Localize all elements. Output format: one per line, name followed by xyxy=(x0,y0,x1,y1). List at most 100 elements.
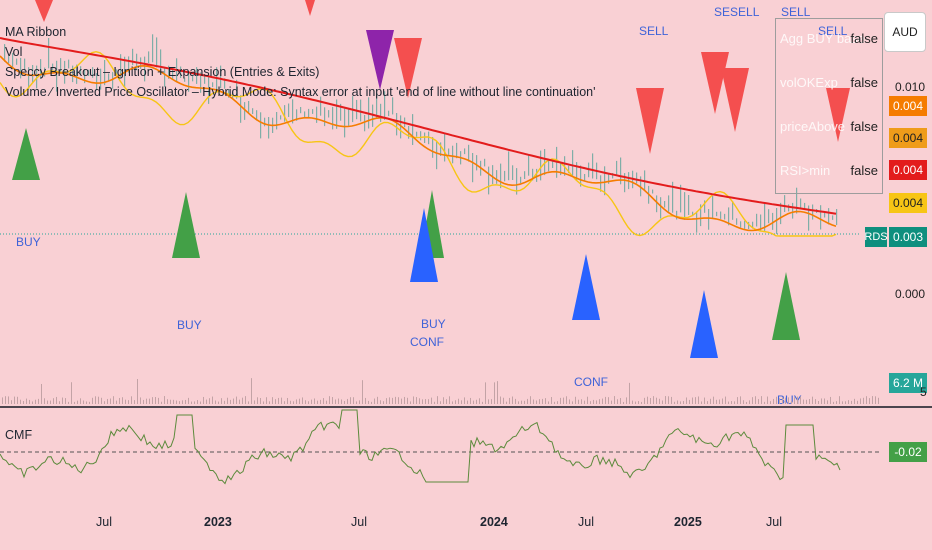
currency-button[interactable]: AUD xyxy=(884,12,926,52)
volume-bar xyxy=(389,397,390,404)
volume-bar xyxy=(377,396,378,404)
volume-bar xyxy=(659,398,660,404)
candle xyxy=(508,151,510,181)
volume-bar xyxy=(791,401,792,404)
candle xyxy=(240,95,242,123)
candle xyxy=(108,73,110,82)
volume-bar xyxy=(548,401,549,404)
volume-bar xyxy=(752,397,753,404)
time-axis-label: Jul xyxy=(766,515,782,529)
volume-bar xyxy=(347,398,348,404)
candle xyxy=(364,115,366,132)
volume-bar xyxy=(830,396,831,404)
status-value: false xyxy=(850,119,878,134)
volume-bar xyxy=(542,398,543,404)
ma-mid-line xyxy=(0,55,837,232)
volume-bar xyxy=(728,401,729,404)
candle xyxy=(380,103,382,122)
candle xyxy=(520,176,522,184)
volume-bar xyxy=(533,399,534,404)
volume-bar xyxy=(29,399,30,404)
volume-bar xyxy=(755,396,756,404)
volume-bar xyxy=(416,397,417,404)
volume-bar xyxy=(581,399,582,404)
volume-bar xyxy=(449,396,450,404)
status-row: Agg BUY base false xyxy=(776,31,882,51)
volume-bar xyxy=(413,396,414,404)
buy-signal-triangle xyxy=(572,254,600,320)
candle xyxy=(12,52,14,70)
ma-price-tag: 0.004 xyxy=(889,160,927,180)
indicator-speccy[interactable]: Speccy Breakout – Ignition + Expansion (… xyxy=(5,65,320,79)
candle xyxy=(468,144,470,162)
candle xyxy=(660,197,662,219)
volume-bar xyxy=(80,398,81,404)
volume-bar xyxy=(803,399,804,404)
volume-bar xyxy=(239,399,240,404)
volume-bar xyxy=(263,401,264,404)
volume-bar xyxy=(71,382,72,404)
volume-bar xyxy=(422,399,423,404)
candle xyxy=(296,109,298,121)
volume-bar xyxy=(719,399,720,404)
indicator-oscillator[interactable]: Volume ⁄ Inverted Price Oscillator – Hyb… xyxy=(5,85,596,99)
candle xyxy=(800,198,802,209)
volume-bar xyxy=(125,399,126,404)
candle xyxy=(268,117,270,139)
candle xyxy=(40,59,42,79)
candle xyxy=(200,72,202,93)
volume-bar xyxy=(428,399,429,404)
volume-bar xyxy=(509,397,510,404)
volume-bar xyxy=(635,401,636,404)
volume-bar xyxy=(491,399,492,404)
candle xyxy=(756,213,758,227)
candle xyxy=(676,210,678,220)
candle xyxy=(324,107,326,127)
indicator-legend: MA Ribbon Vol Speccy Breakout – Ignition… xyxy=(5,22,596,102)
candle xyxy=(244,102,246,120)
candle xyxy=(620,157,622,185)
signal-triangles xyxy=(12,0,850,358)
candle xyxy=(356,99,358,120)
volume-bar xyxy=(488,399,489,404)
cmf-title[interactable]: CMF xyxy=(5,428,33,442)
indicator-ma-ribbon[interactable]: MA Ribbon xyxy=(5,25,67,39)
sell-signal-triangle xyxy=(826,88,850,142)
volume-bar xyxy=(812,396,813,404)
sell-signal-label: SELL xyxy=(781,5,811,19)
sell-signal-triangle xyxy=(721,68,749,132)
candle xyxy=(68,59,70,69)
buy-signal-label: BUY xyxy=(177,318,202,332)
volume-bar xyxy=(122,397,123,404)
candle xyxy=(252,108,254,114)
sell-signal-triangle xyxy=(394,38,422,98)
volume-bar xyxy=(302,397,303,404)
volume-bar xyxy=(59,401,60,404)
candle xyxy=(316,106,318,123)
candle xyxy=(152,34,154,63)
candle xyxy=(688,195,690,215)
sell-signal-triangle xyxy=(366,30,394,90)
candle xyxy=(528,155,530,176)
candle xyxy=(444,132,446,162)
volume-bar xyxy=(521,400,522,404)
volume-bar xyxy=(11,400,12,404)
candle xyxy=(516,168,518,195)
volume-bar xyxy=(107,398,108,404)
buy-signal-triangle xyxy=(690,290,718,358)
candle xyxy=(16,58,18,65)
candle xyxy=(132,48,134,66)
confirm-signal-label: CONF xyxy=(410,335,444,349)
candle xyxy=(160,49,162,75)
volume-bar xyxy=(671,396,672,404)
volume-bar xyxy=(227,397,228,404)
candle xyxy=(256,110,258,121)
volume-bar xyxy=(611,400,612,404)
sell-signal-triangle xyxy=(35,0,53,22)
volume-bar xyxy=(143,399,144,404)
candle xyxy=(768,209,770,224)
volume-bar xyxy=(653,396,654,404)
indicator-vol[interactable]: Vol xyxy=(5,45,23,59)
time-axis-label: 2023 xyxy=(204,515,232,529)
